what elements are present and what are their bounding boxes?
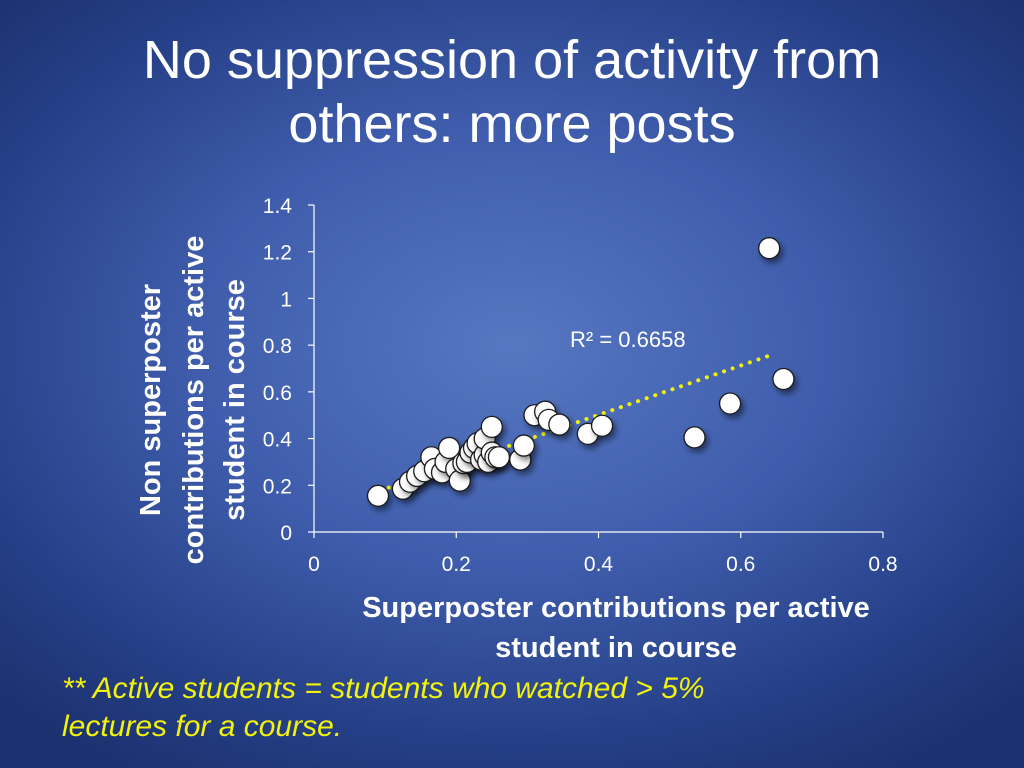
y-axis-label-line-1: Non superposter (135, 284, 167, 516)
slide-title: No suppression of activity from others: … (40, 28, 984, 156)
y-tick-label: 1 (280, 288, 292, 311)
data-point (683, 426, 706, 449)
y-tick-label: 1.2 (263, 242, 292, 265)
r-squared-label: R² = 0.6658 (570, 327, 686, 352)
x-tick-label: 0.8 (868, 553, 897, 576)
data-point (512, 434, 535, 457)
data-point (590, 414, 614, 437)
y-tick-label: 0 (280, 522, 292, 545)
footnote: ** Active students = students who watche… (62, 670, 962, 746)
title-line-1: No suppression of activity from (142, 30, 882, 90)
data-point (366, 484, 390, 507)
y-tick-label: 0.6 (263, 382, 292, 405)
y-tick-label: 0.4 (263, 429, 293, 452)
trendline (386, 352, 775, 490)
trendline-group (386, 352, 775, 490)
x-tick-label: 0.4 (584, 553, 614, 576)
x-tick-label: 0 (308, 553, 320, 576)
y-axis-label-line-2: contributions per active (178, 236, 210, 565)
data-point (480, 415, 503, 439)
y-tick-label: 0.2 (263, 475, 292, 498)
chart-axes: 0 0.2 0.4 0.6 0.8 1 1.2 1.4 0 0.2 0.4 0.6 0.8 (263, 195, 898, 576)
data-point (772, 367, 795, 391)
data-point (758, 237, 781, 260)
footnote-line-1: ** Active students = students who watche… (62, 672, 705, 705)
x-tick-label: 0.6 (726, 553, 755, 576)
data-points (366, 237, 795, 507)
y-tick-label: 1.4 (263, 195, 293, 218)
footnote-line-2: lectures for a course. (62, 710, 343, 743)
x-axis-label-line-2: student in course (495, 632, 737, 664)
data-point (548, 413, 571, 436)
y-tick-label: 0.8 (263, 335, 292, 358)
data-point (718, 392, 742, 415)
data-point (487, 446, 511, 469)
data-point (437, 436, 461, 460)
x-tick-label: 0.2 (442, 553, 471, 576)
x-axis-label-line-1: Superposter contributions per active (362, 592, 870, 624)
title-line-2: others: more posts (288, 94, 736, 154)
y-axis-label-line-3: student in course (219, 279, 251, 521)
